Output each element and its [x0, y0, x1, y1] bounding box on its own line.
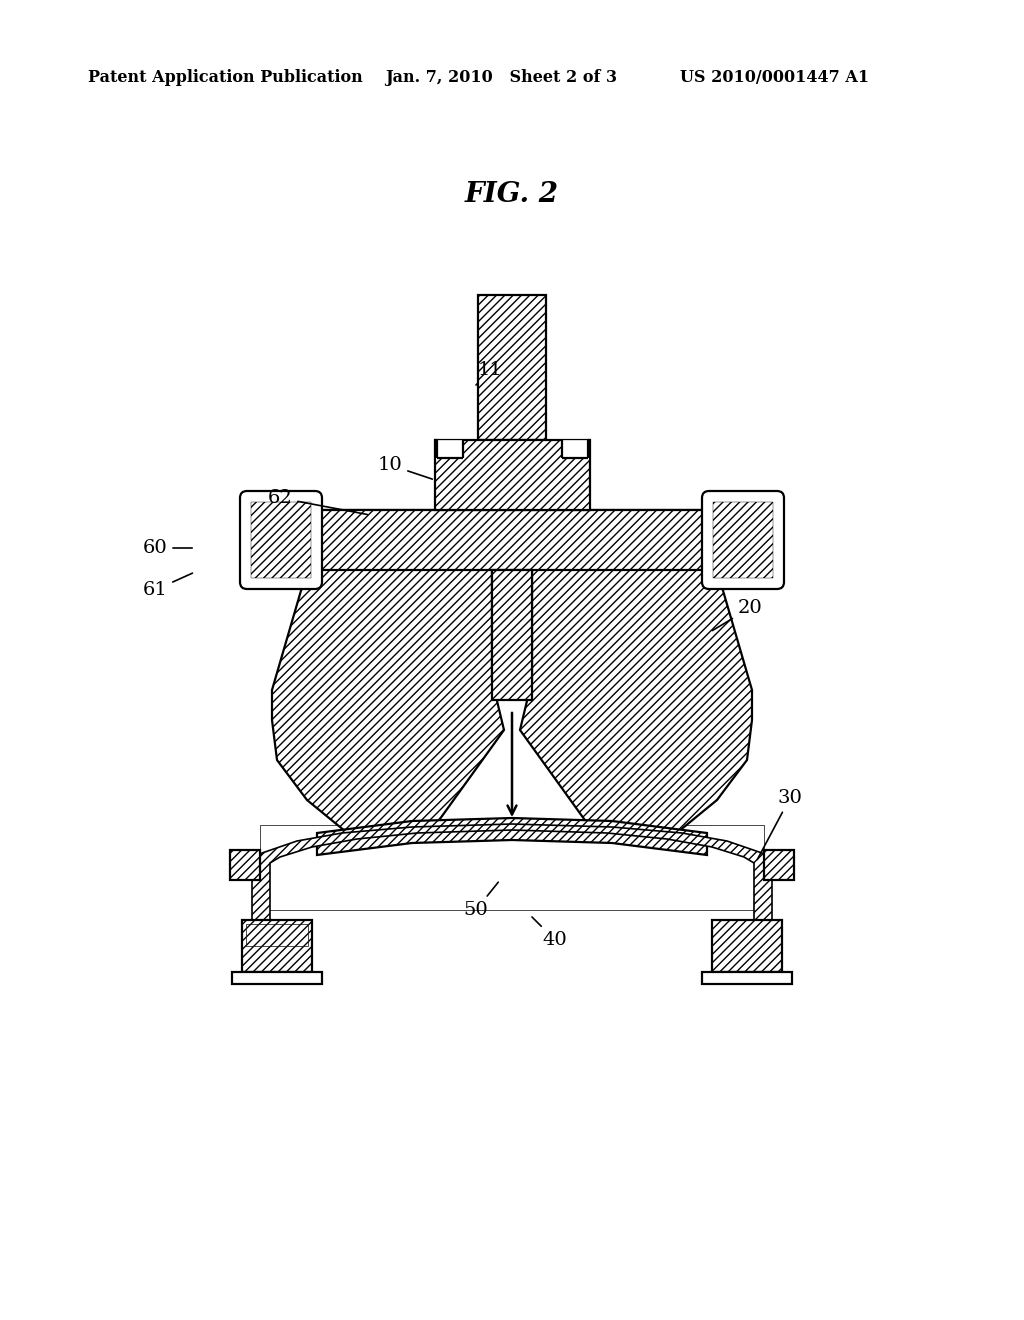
Polygon shape: [317, 818, 707, 855]
Bar: [562, 440, 588, 458]
Text: 30: 30: [758, 789, 803, 859]
FancyBboxPatch shape: [240, 491, 322, 589]
Text: 20: 20: [713, 599, 763, 631]
Bar: [230, 850, 260, 880]
Text: FIG. 2: FIG. 2: [465, 181, 559, 209]
Bar: [260, 825, 764, 909]
Text: US 2010/0001447 A1: US 2010/0001447 A1: [680, 70, 869, 87]
Text: Patent Application Publication: Patent Application Publication: [88, 70, 362, 87]
Polygon shape: [252, 824, 772, 920]
Bar: [246, 924, 308, 946]
Polygon shape: [272, 510, 504, 845]
Bar: [435, 440, 590, 510]
FancyBboxPatch shape: [702, 491, 784, 589]
Text: 60: 60: [142, 539, 193, 557]
Text: 50: 50: [464, 882, 499, 919]
Text: 10: 10: [378, 455, 432, 479]
Bar: [437, 440, 463, 458]
Text: 62: 62: [267, 488, 368, 515]
Bar: [492, 570, 532, 700]
Bar: [478, 294, 546, 440]
Bar: [307, 510, 717, 570]
Text: 40: 40: [531, 917, 567, 949]
Bar: [242, 920, 312, 972]
Bar: [764, 850, 794, 880]
Text: 61: 61: [142, 573, 193, 599]
Bar: [712, 920, 782, 972]
Polygon shape: [520, 510, 752, 845]
Bar: [251, 502, 311, 578]
Bar: [702, 972, 792, 983]
Bar: [713, 502, 773, 578]
Bar: [232, 972, 322, 983]
Text: 11: 11: [476, 360, 503, 385]
Text: Jan. 7, 2010   Sheet 2 of 3: Jan. 7, 2010 Sheet 2 of 3: [385, 70, 617, 87]
